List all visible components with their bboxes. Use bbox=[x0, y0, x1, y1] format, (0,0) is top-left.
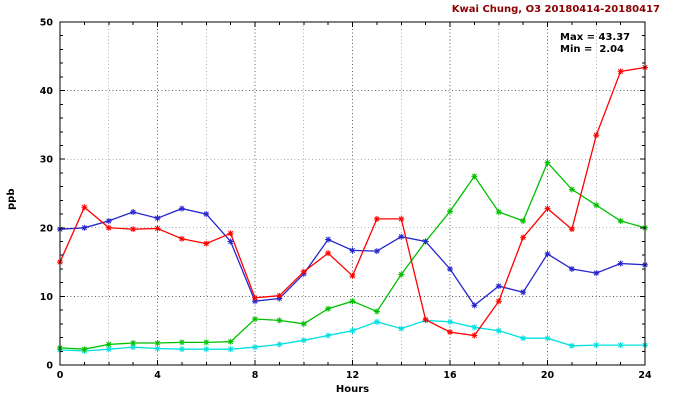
svg-text:8: 8 bbox=[252, 370, 259, 381]
y-axis-label: ppb bbox=[6, 188, 17, 210]
svg-text:16: 16 bbox=[443, 370, 457, 381]
svg-text:0: 0 bbox=[46, 361, 53, 372]
x-axis-label: Hours bbox=[335, 384, 370, 395]
svg-text:10: 10 bbox=[40, 292, 54, 303]
min-annotation: Min = 2.04 bbox=[560, 44, 624, 55]
svg-text:4: 4 bbox=[154, 370, 161, 381]
svg-text:20: 20 bbox=[541, 370, 555, 381]
svg-text:50: 50 bbox=[40, 18, 54, 29]
svg-text:30: 30 bbox=[40, 155, 54, 166]
svg-text:12: 12 bbox=[346, 370, 359, 381]
max-annotation: Max = 43.37 bbox=[560, 32, 631, 43]
svg-text:0: 0 bbox=[57, 370, 64, 381]
svg-text:20: 20 bbox=[40, 223, 54, 234]
svg-text:40: 40 bbox=[40, 86, 54, 97]
svg-text:24: 24 bbox=[638, 370, 652, 381]
chart-title: Kwai Chung, O3 20180414-20180417 bbox=[451, 4, 660, 15]
